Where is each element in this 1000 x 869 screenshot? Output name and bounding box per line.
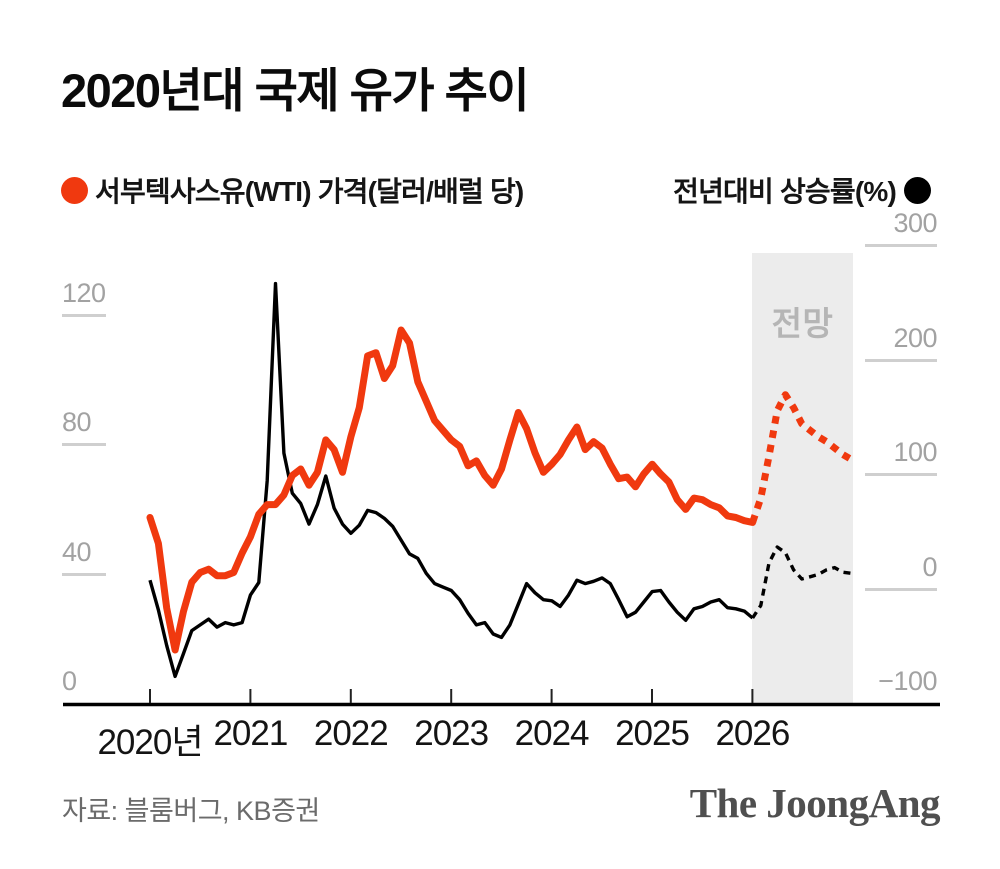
wti-line-forecast (749, 391, 853, 524)
left-axis-tick-0: 0 (62, 666, 77, 696)
source-credit: 자료: 블룸버그, KB증권 (62, 796, 320, 826)
left-axis-tick-40: 40 (62, 538, 106, 576)
forecast-band-label: 전망 (771, 305, 834, 342)
wti-legend-dot-icon (61, 176, 88, 204)
legend-yoy: 전년대비 상승률(%) (673, 170, 931, 210)
x-axis-label-2026: 2026 (715, 714, 790, 753)
wti-line-actual (146, 326, 757, 654)
x-axis-label-2020: 2020년 (97, 723, 203, 762)
chart-title: 2020년대 국제 유가 추이 (61, 64, 530, 117)
right-axis-tick-300: 300 (865, 210, 938, 247)
forecast-band (752, 253, 853, 705)
right-axis-tick-100: 100 (865, 439, 938, 476)
x-axis-label-2025: 2025 (615, 714, 690, 753)
legend-wti: 서부텍사스유(WTI) 가격(달러/배럴 당) (61, 170, 524, 210)
wti-legend-label: 서부텍사스유(WTI) 가격(달러/배럴 당) (95, 176, 524, 207)
right-axis-tick-0: 0 (865, 553, 938, 591)
yoy-line-actual (148, 281, 754, 679)
x-axis-label-2022: 2022 (313, 714, 389, 753)
left-axis-tick-120: 120 (62, 280, 106, 318)
yoy-legend-label: 전년대비 상승률(%) (673, 176, 897, 207)
yoy-legend-dot-icon (904, 176, 931, 204)
x-axis-label-2021: 2021 (213, 714, 288, 753)
right-axis-tick-200: 200 (865, 324, 938, 362)
yoy-line-forecast (751, 545, 852, 619)
x-axis-label-2024: 2024 (514, 714, 590, 753)
left-axis-tick-80: 80 (62, 409, 106, 447)
joongang-logo: The JoongAng (689, 780, 941, 826)
x-axis-label-2023: 2023 (414, 714, 489, 753)
right-axis-tick--100: −100 (878, 666, 937, 696)
